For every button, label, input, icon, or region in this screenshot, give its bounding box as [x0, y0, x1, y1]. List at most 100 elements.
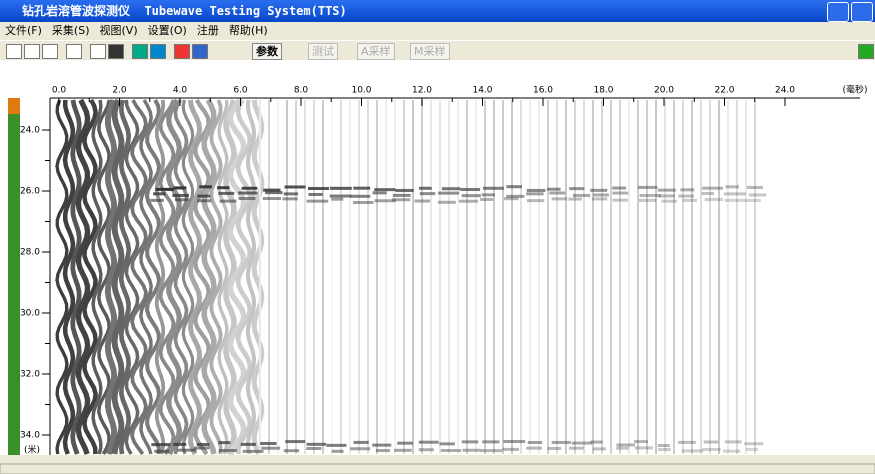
wave-streak — [219, 449, 237, 452]
wave-streak — [680, 188, 694, 191]
title-bar: 钻孔岩溶管波探测仪 Tubewave Testing System(TTS) — [0, 0, 875, 22]
wave-streak — [353, 187, 370, 190]
wave-streak — [526, 447, 542, 450]
wave-streak — [725, 199, 746, 202]
wave-streak — [506, 185, 522, 188]
wave-streak — [552, 197, 568, 200]
m-sample-button[interactable]: M采样 — [410, 43, 450, 60]
menu-item[interactable]: 视图(V) — [100, 24, 138, 37]
wave-streak — [239, 197, 256, 200]
wave-streak — [526, 192, 544, 195]
wave-streak — [568, 198, 581, 201]
wave-streak — [420, 192, 436, 195]
wave-streak — [419, 448, 434, 451]
test-button[interactable]: 测试 — [308, 43, 338, 60]
wave-streak — [265, 191, 282, 194]
wave-streak — [593, 193, 609, 196]
wave-streak — [374, 188, 395, 191]
wave-streak — [569, 187, 584, 190]
wave-streak — [261, 447, 280, 450]
wave-streak — [616, 443, 635, 446]
wave-streak — [263, 197, 281, 200]
y-unit: (米) — [24, 444, 40, 456]
wave-streak — [749, 193, 766, 196]
wave-streak — [547, 188, 561, 191]
wave-streak — [745, 448, 758, 451]
plot-area: 0.02.04.06.08.010.012.014.016.018.020.02… — [0, 60, 875, 474]
wave-streak — [679, 195, 694, 198]
wave-streak — [330, 195, 351, 198]
wave-streak — [394, 449, 412, 452]
down-icon[interactable] — [192, 44, 208, 59]
wave-streak — [284, 449, 299, 452]
wave-streak — [393, 194, 411, 197]
wave-streak — [573, 194, 590, 197]
wave-streak — [682, 449, 704, 452]
wave-streak — [199, 185, 212, 188]
status-bar — [0, 464, 875, 474]
depth-marker — [8, 98, 20, 114]
wave-streak — [307, 200, 329, 203]
menu-item[interactable]: 设置(O) — [148, 24, 187, 37]
wave-streak — [549, 191, 565, 194]
wave-streak — [376, 449, 390, 452]
wave-streak — [438, 201, 456, 204]
wave-streak — [480, 449, 502, 452]
menu-bar: 文件(F) 采集(S) 视图(V) 设置(O) 注册帮助(H) — [0, 22, 875, 39]
a-sample-button[interactable]: A采样 — [357, 43, 395, 60]
menu-item[interactable]: 文件(F) — [5, 24, 42, 37]
wave-streak — [616, 447, 629, 450]
wave-streak — [197, 199, 211, 202]
h-scrollbar[interactable] — [0, 455, 875, 464]
wave-streak — [591, 441, 603, 444]
wave-streak — [527, 189, 546, 192]
view2-icon[interactable] — [150, 44, 166, 59]
params-button[interactable]: 参数 — [252, 43, 282, 60]
wave-streak — [682, 199, 697, 202]
wave-streak — [175, 198, 189, 201]
wave-streak — [438, 192, 459, 195]
fill-icon[interactable] — [108, 44, 124, 59]
copy-icon[interactable] — [66, 44, 82, 59]
wave-streak — [482, 193, 495, 196]
up-icon[interactable] — [174, 44, 190, 59]
wave-streak — [634, 440, 648, 443]
status-icon[interactable] — [858, 44, 874, 59]
minimize-button[interactable] — [827, 2, 849, 22]
wave-streak — [392, 198, 410, 201]
wave-streak — [439, 442, 454, 445]
wave-streak — [330, 187, 352, 190]
open-icon[interactable] — [24, 44, 40, 59]
wave-streak — [151, 443, 170, 446]
x-tick-label: 18.0 — [593, 86, 613, 96]
grid-icon[interactable] — [90, 44, 106, 59]
wave-streak — [613, 199, 628, 202]
wave-streak — [590, 189, 607, 192]
menu-item[interactable]: 帮助(H) — [229, 24, 268, 37]
wave-streak — [173, 443, 186, 446]
wave-streak — [504, 197, 519, 200]
wave-streak — [745, 199, 761, 202]
toolbar: 参数 测试 A采样 M采样 — [0, 40, 875, 62]
view-icon[interactable] — [132, 44, 148, 59]
wave-streak — [658, 444, 670, 447]
wave-streak — [701, 192, 714, 195]
wave-streak — [332, 450, 344, 453]
wave-streak — [218, 192, 234, 195]
wave-streak — [442, 187, 461, 190]
x-tick-label: 6.0 — [233, 86, 248, 96]
menu-item[interactable]: 采集(S) — [52, 24, 90, 37]
wave-streak — [552, 441, 571, 444]
x-tick-label: 20.0 — [654, 86, 674, 96]
wave-streak — [372, 191, 386, 194]
wave-streak — [194, 447, 209, 450]
x-tick-label: 24.0 — [775, 86, 795, 96]
wave-streak — [217, 186, 229, 189]
wave-streak — [503, 440, 525, 443]
save-icon[interactable] — [42, 44, 58, 59]
x-tick-label: 12.0 — [412, 86, 432, 96]
new-icon[interactable] — [6, 44, 22, 59]
wave-streak — [419, 187, 432, 190]
menu-item[interactable]: 注册 — [197, 24, 219, 37]
restore-button[interactable] — [851, 2, 873, 22]
